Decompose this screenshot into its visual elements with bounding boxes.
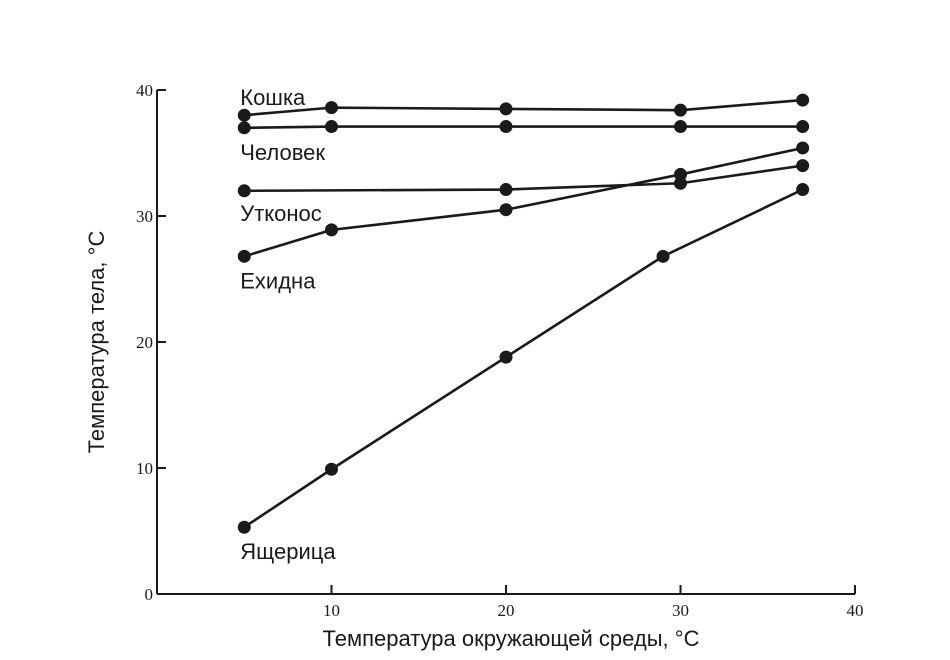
data-point xyxy=(796,141,810,155)
data-point xyxy=(674,120,687,134)
chart-series-labels: Кошка Человек Утконос Ехидна Ящерица xyxy=(240,85,336,564)
data-point xyxy=(237,520,251,534)
data-point xyxy=(237,184,251,198)
data-point xyxy=(325,120,338,134)
data-point xyxy=(499,183,513,197)
data-point xyxy=(499,350,513,364)
chart-axes: 10 20 30 40 0 10 20 30 40 xyxy=(136,81,864,620)
data-point xyxy=(237,108,251,122)
chart-series xyxy=(237,93,810,534)
data-point xyxy=(325,223,338,237)
x-tick-label: 20 xyxy=(498,601,515,620)
data-point xyxy=(796,159,810,173)
data-point xyxy=(499,102,513,116)
x-tick-label: 30 xyxy=(672,601,689,620)
data-point xyxy=(796,183,810,197)
y-tick-label: 0 xyxy=(145,585,154,604)
data-point xyxy=(237,249,251,263)
y-tick-label: 10 xyxy=(136,459,153,478)
data-point xyxy=(674,103,687,117)
series-label: Ящерица xyxy=(240,539,336,564)
data-point xyxy=(499,120,513,134)
data-point xyxy=(796,93,810,107)
x-axis-title: Температура окружающей среды, °C xyxy=(323,626,700,651)
y-tick-label: 20 xyxy=(136,333,153,352)
data-point xyxy=(325,462,338,476)
series-line xyxy=(243,146,803,258)
y-tick-label: 30 xyxy=(136,207,153,226)
data-point xyxy=(325,101,338,115)
data-point xyxy=(237,121,251,135)
series-line xyxy=(243,188,804,529)
series-line xyxy=(244,164,803,193)
x-tick-label: 40 xyxy=(847,601,864,620)
series-label: Утконос xyxy=(240,201,322,226)
series-label: Человек xyxy=(240,140,325,165)
data-point xyxy=(674,167,687,181)
x-tick-label: 10 xyxy=(323,601,340,620)
series-label: Ехидна xyxy=(240,268,316,293)
series-label: Кошка xyxy=(240,85,306,110)
data-point xyxy=(796,120,810,134)
data-point xyxy=(499,203,513,217)
y-tick-label: 40 xyxy=(136,81,153,100)
data-point xyxy=(656,249,670,263)
y-axis-title: Температура тела, °C xyxy=(84,231,109,454)
